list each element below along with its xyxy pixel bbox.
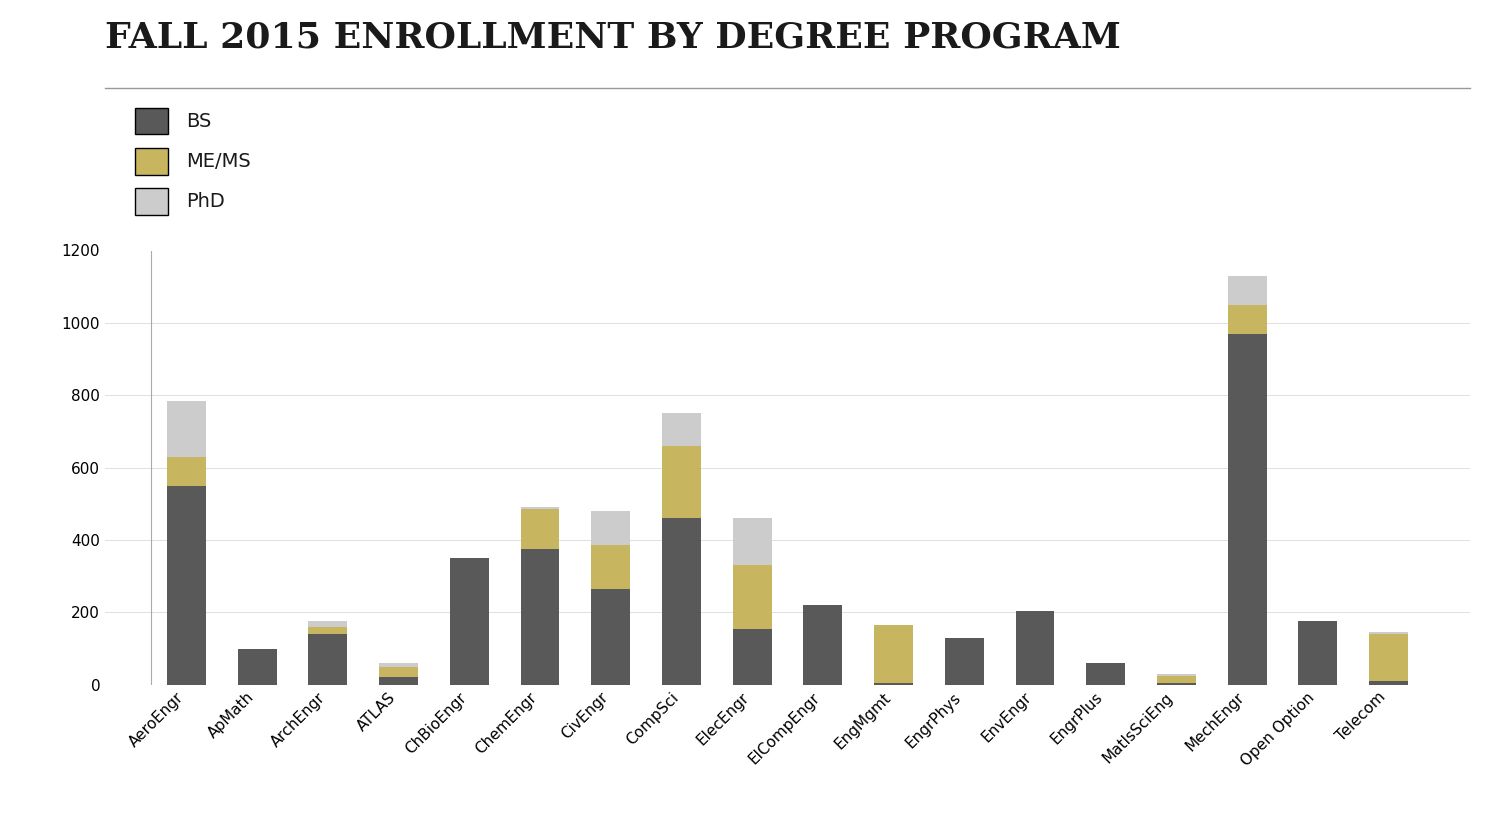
Bar [591,545,630,589]
Bar [804,605,843,685]
Bar [874,625,914,683]
Text: ME/MS: ME/MS [186,152,250,170]
Bar [380,677,419,685]
Bar [309,627,348,634]
Text: BS: BS [186,112,211,130]
Bar [450,558,489,685]
Bar [1227,305,1266,334]
Bar [1086,663,1125,685]
Bar [662,519,700,685]
Bar [380,666,419,677]
Bar [309,621,348,627]
Bar [309,634,348,685]
Bar [662,413,700,446]
Bar [166,486,206,685]
Bar [732,519,771,565]
Bar [238,649,276,685]
Bar [380,663,419,666]
Bar [1227,334,1266,685]
Bar [1156,676,1196,683]
Bar [1299,621,1336,685]
Bar [1156,674,1196,676]
Bar [1156,683,1196,685]
Bar [945,638,984,685]
Bar [1370,634,1408,681]
Text: FALL 2015 ENROLLMENT BY DEGREE PROGRAM: FALL 2015 ENROLLMENT BY DEGREE PROGRAM [105,21,1121,55]
Bar [732,629,771,685]
Bar [662,446,700,519]
Bar [874,683,914,685]
Bar [166,457,206,486]
Bar [520,509,560,549]
Bar [591,589,630,685]
Bar [1016,610,1054,685]
Bar [1227,276,1266,305]
Text: PhD: PhD [186,192,225,210]
Bar [520,508,560,509]
Bar [1370,632,1408,634]
Bar [520,549,560,685]
Bar [1370,681,1408,685]
Bar [591,511,630,545]
Bar [732,565,771,629]
Bar [166,401,206,457]
